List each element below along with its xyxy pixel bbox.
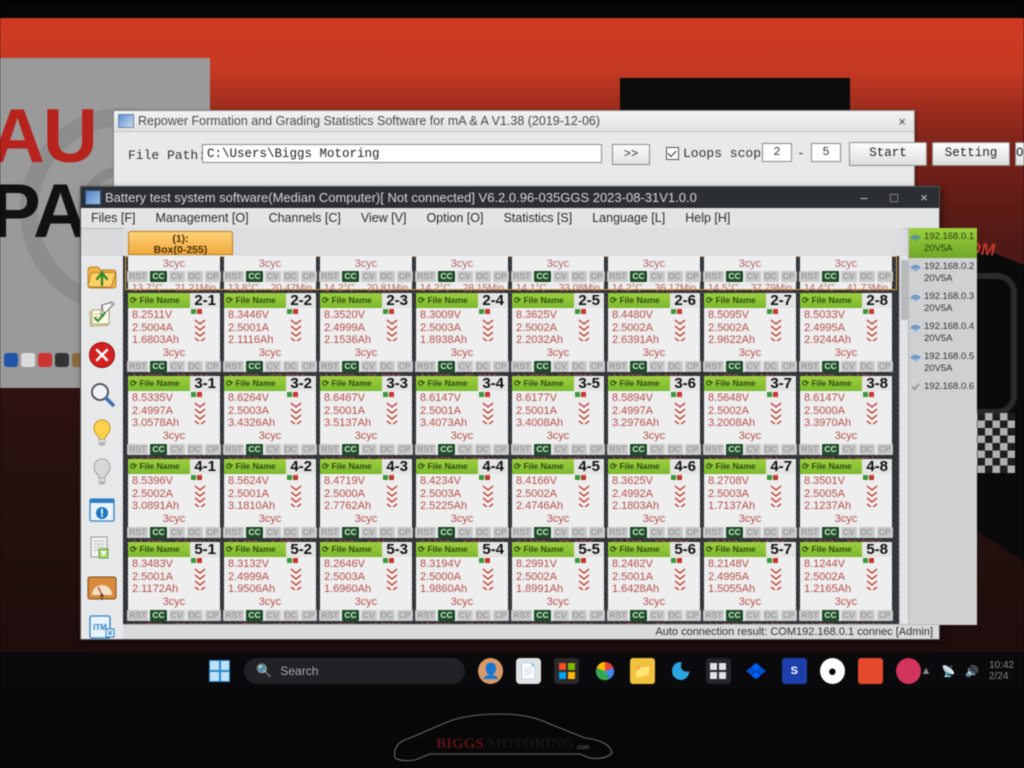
svg-text:BIGGS MOTORING: BIGGS MOTORING [436, 736, 574, 752]
svg-text:.com: .com [576, 745, 589, 751]
svg-text:ITM: ITM [93, 623, 107, 632]
svg-text:V: V [100, 596, 104, 602]
